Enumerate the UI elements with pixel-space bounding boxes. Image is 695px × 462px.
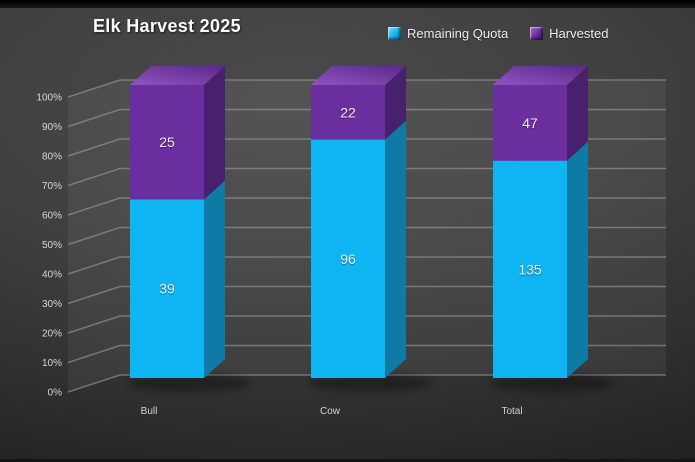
bar-shadow bbox=[127, 374, 251, 392]
y-axis-tick-90: 90% bbox=[42, 122, 62, 133]
y-axis-tick-70: 70% bbox=[42, 181, 62, 192]
gridline-50 bbox=[67, 226, 666, 246]
y-axis-tick-30: 30% bbox=[42, 299, 62, 310]
legend-swatch-icon-harvested bbox=[530, 26, 544, 40]
legend: Remaining Quota Harvested bbox=[388, 20, 608, 46]
bar-side-bull-remaining-quota bbox=[204, 180, 225, 378]
gridline-80 bbox=[67, 138, 666, 157]
y-axis-tick-100: 100% bbox=[36, 93, 62, 104]
frame-bottom-edge bbox=[0, 459, 695, 462]
gridline-0 bbox=[67, 374, 666, 393]
legend-label: Remaining Quota bbox=[407, 25, 509, 41]
bar-top-total bbox=[493, 66, 588, 85]
legend-label: Harvested bbox=[549, 25, 609, 41]
x-axis-label-bull: Bull bbox=[141, 406, 158, 417]
y-axis-tick-80: 80% bbox=[42, 152, 62, 163]
bar-side-bull-harvested bbox=[204, 66, 225, 200]
legend-swatch-icon-remaining-quota bbox=[388, 26, 401, 40]
bar-top-cow bbox=[311, 66, 406, 85]
bar-segment-bull-remaining-quota[interactable] bbox=[130, 199, 204, 378]
bar-segment-total-harvested[interactable] bbox=[493, 85, 567, 161]
bar-top-bull bbox=[130, 66, 225, 85]
y-axis-tick-0: 0% bbox=[48, 388, 63, 399]
bar-side-total-harvested bbox=[567, 66, 588, 161]
y-axis-tick-50: 50% bbox=[42, 240, 62, 251]
gridline-10 bbox=[67, 344, 666, 364]
data-label-bull-remaining-quota: 39 bbox=[159, 281, 175, 297]
bar-segment-cow-remaining-quota[interactable] bbox=[311, 139, 385, 378]
bar-segment-bull-harvested[interactable] bbox=[130, 85, 204, 200]
gridline-70 bbox=[67, 167, 666, 187]
data-label-bull-harvested: 25 bbox=[159, 134, 175, 150]
legend-item-harvested[interactable]: Harvested bbox=[530, 26, 608, 41]
bar-segment-total-remaining-quota[interactable] bbox=[493, 160, 567, 378]
gridline-20 bbox=[67, 315, 666, 334]
gridline-40 bbox=[67, 256, 666, 275]
chart-title: Elk Harvest 2025 bbox=[93, 16, 241, 36]
data-label-cow-harvested: 22 bbox=[340, 104, 356, 120]
y-axis-tick-60: 60% bbox=[42, 211, 62, 222]
gridline-60 bbox=[67, 197, 666, 216]
frame-top-edge bbox=[0, 0, 695, 8]
bar-side-cow-remaining-quota bbox=[385, 120, 406, 378]
bar-shadow bbox=[490, 374, 614, 392]
gridline-30 bbox=[67, 285, 666, 305]
y-axis-tick-20: 20% bbox=[42, 329, 62, 340]
data-label-cow-remaining-quota: 96 bbox=[340, 251, 356, 267]
data-label-total-harvested: 47 bbox=[522, 115, 538, 131]
gridline-100 bbox=[67, 79, 666, 98]
bar-segment-cow-harvested[interactable] bbox=[311, 85, 385, 140]
data-label-total-remaining-quota: 135 bbox=[518, 261, 542, 277]
bar-side-total-remaining-quota bbox=[567, 141, 588, 378]
legend-item-remaining-quota[interactable]: Remaining Quota bbox=[388, 26, 508, 41]
bar-shadow bbox=[308, 374, 432, 392]
gridline-90 bbox=[67, 108, 666, 128]
bar-side-cow-harvested bbox=[385, 66, 406, 140]
x-axis-label-total: Total bbox=[501, 406, 522, 417]
x-axis-label-cow: Cow bbox=[320, 406, 341, 417]
y-axis-tick-40: 40% bbox=[42, 270, 62, 281]
y-axis-tick-10: 10% bbox=[42, 358, 62, 369]
